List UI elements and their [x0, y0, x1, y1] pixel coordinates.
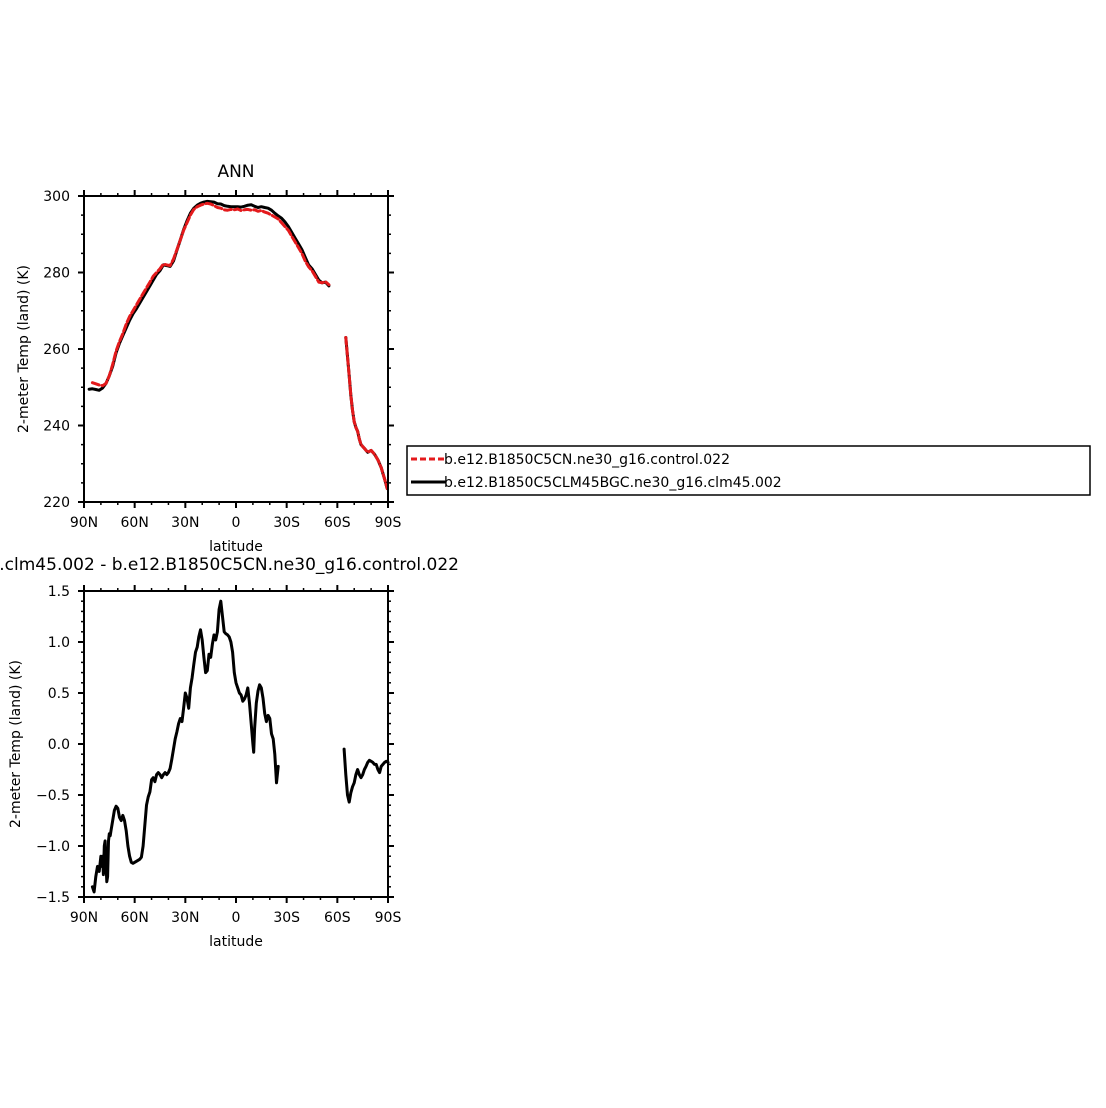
y-tick-label: −1.0: [36, 839, 70, 855]
bottom-series-lines: [90, 599, 390, 894]
top-series-lines: [87, 199, 389, 491]
bottom-y-axis-label: 2-meter Temp (land) (K): [8, 660, 24, 828]
series-line: [87, 199, 331, 392]
y-tick-label: 260: [43, 342, 70, 358]
x-tick-label: 90N: [70, 515, 98, 531]
x-tick-label: 30N: [171, 515, 199, 531]
bottom-x-tick-labels: 90N 60N 30N 0 30S 60S 90S: [70, 910, 402, 926]
x-tick-label: 30S: [273, 910, 300, 926]
series-line: [342, 747, 390, 804]
x-tick-label: 0: [232, 515, 241, 531]
y-tick-label: 1.5: [48, 584, 70, 600]
x-tick-label: 60N: [121, 515, 149, 531]
y-tick-label: 0.5: [48, 686, 70, 702]
y-tick-label: 280: [43, 266, 70, 282]
x-tick-label: 90S: [375, 515, 402, 531]
series-line: [344, 336, 389, 491]
top-x-axis-label: latitude: [209, 539, 263, 555]
legend-label-control: b.e12.B1850C5CN.ne30_g16.control.022: [444, 452, 730, 468]
legend-box: [406, 445, 1091, 496]
top-chart-title: ANN: [217, 162, 254, 182]
x-tick-label: 60S: [324, 910, 351, 926]
top-y-axis-label: 2-meter Temp (land) (K): [16, 265, 32, 433]
bottom-chart-title: b.e12.B1850C5CLM45BGC.ne30_g16.clm45.002…: [0, 555, 459, 575]
series-line: [90, 201, 331, 388]
y-tick-label: 1.0: [48, 635, 70, 651]
x-tick-label: 30N: [171, 910, 199, 926]
y-tick-label: 0.0: [48, 737, 70, 753]
y-tick-label: −1.5: [36, 890, 70, 906]
top-y-tick-labels: 220 240 260 280 300: [43, 189, 70, 511]
legend: b.e12.B1850C5CN.ne30_g16.control.022 b.e…: [406, 445, 1091, 496]
x-tick-label: 90N: [70, 910, 98, 926]
bottom-axis-ticks: [78, 585, 394, 903]
legend-label-clm45: b.e12.B1850C5CLM45BGC.ne30_g16.clm45.002: [444, 475, 782, 491]
x-tick-label: 30S: [273, 515, 300, 531]
top-plot-frame: [83, 195, 389, 503]
x-tick-label: 90S: [375, 910, 402, 926]
y-tick-label: 240: [43, 419, 70, 435]
bottom-x-axis-label: latitude: [209, 934, 263, 950]
x-tick-label: 60N: [121, 910, 149, 926]
top-chart-panel: ANN 90N 60N 30N 0 30S 60S 90S 220240260280300 …: [16, 162, 401, 555]
top-x-tick-labels: 90N 60N 30N 0 30S 60S 90S: [70, 515, 402, 531]
x-tick-label: 60S: [324, 515, 351, 531]
bottom-plot-frame: [83, 590, 389, 898]
bottom-y-tick-labels: −1.5 −1.0 −0.5 0.0 0.5 1.0 1.5: [36, 584, 70, 906]
series-line: [90, 599, 280, 894]
y-tick-label: 220: [43, 495, 70, 511]
bottom-chart-panel: b.e12.B1850C5CLM45BGC.ne30_g16.clm45.002…: [0, 555, 459, 950]
y-tick-label: −0.5: [36, 788, 70, 804]
x-tick-label: 0: [232, 910, 241, 926]
y-tick-label: 300: [43, 189, 70, 205]
